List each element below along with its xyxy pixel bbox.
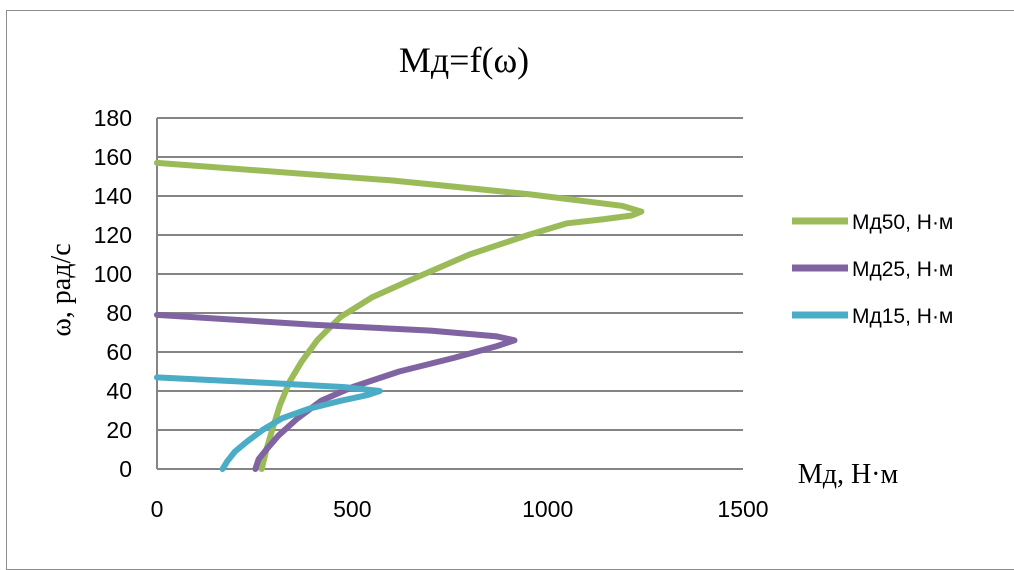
x-tick-label: 1000 [522,496,573,522]
x-tick-label: 1500 [717,496,768,522]
y-tick-label: 20 [106,417,132,443]
x-axis-label: Мд, Н·м [798,459,899,490]
y-tick-label: 100 [94,261,132,287]
legend-label: Мд15, Н·м [852,305,953,328]
y-tick-label: 120 [94,222,132,248]
legend: Мд50, Н·м Мд25, Н·м Мд15, Н·м [792,211,953,328]
y-axis-label: ω, рад/с [46,243,77,336]
y-tick-label: 180 [94,105,132,131]
y-tick-label: 40 [106,378,132,404]
y-tick-label: 0 [119,456,132,482]
legend-label: Мд25, Н·м [852,258,953,281]
series-line-2 [154,311,518,472]
y-axis-ticks: 0 20 40 60 80 100 120 140 160 180 [94,105,132,482]
y-tick-label: 60 [106,339,132,365]
x-tick-label: 0 [151,496,164,522]
grid [156,117,743,470]
x-tick-label: 500 [333,496,371,522]
series-line-3 [154,374,383,472]
series-line-1 [154,159,645,472]
y-tick-label: 160 [94,144,132,170]
x-axis-ticks: 0 500 1000 1500 [151,496,769,522]
chart-frame [6,10,1014,570]
series-lines [154,159,645,472]
chart-title: Мд=f(ω) [399,40,529,80]
y-tick-label: 140 [94,183,132,209]
legend-label: Мд50, Н·м [852,211,953,234]
y-tick-label: 80 [106,300,132,326]
